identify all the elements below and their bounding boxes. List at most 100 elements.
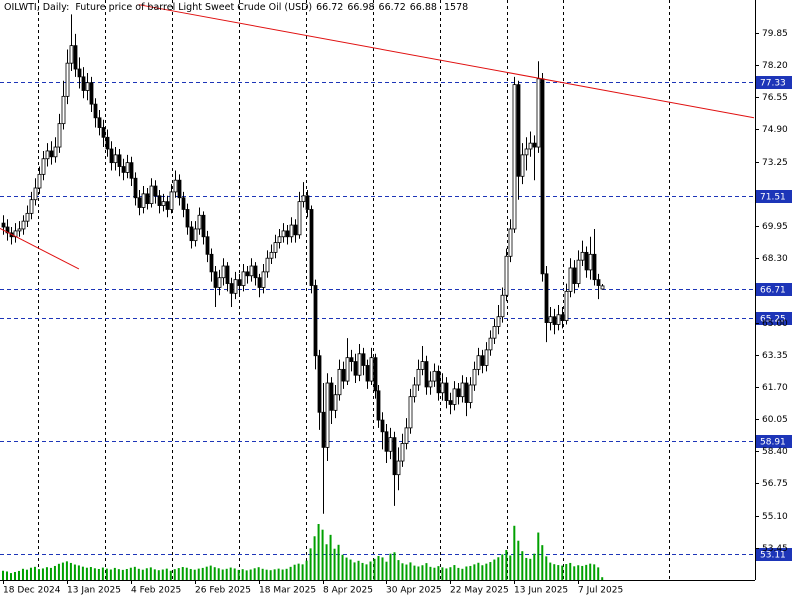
- candle-body: [257, 277, 262, 288]
- candle-body: [576, 259, 581, 284]
- volume-bar: [133, 566, 136, 580]
- candle-body: [564, 290, 569, 322]
- candle-body: [496, 316, 501, 327]
- volume-bar: [369, 561, 372, 580]
- candle-body: [289, 224, 294, 238]
- level-box: [756, 312, 792, 325]
- candle-body: [133, 177, 138, 199]
- volume-bar: [29, 567, 32, 580]
- candle-body: [452, 388, 457, 405]
- candle-body: [400, 443, 405, 462]
- level-label: 58.91: [760, 438, 786, 448]
- candle-body: [301, 195, 306, 203]
- candle-body: [181, 197, 186, 210]
- current-close: 66.88: [409, 2, 437, 13]
- candle-body: [205, 236, 210, 255]
- volume-bar: [581, 565, 584, 580]
- volume-bar: [353, 562, 356, 580]
- current-low: 66.72: [378, 2, 406, 13]
- candle-body: [297, 201, 302, 236]
- volume-bar: [241, 569, 244, 580]
- volume-bar: [541, 545, 544, 580]
- candle-body: [265, 257, 270, 273]
- candle-body: [516, 84, 521, 177]
- volume-bar: [525, 557, 528, 580]
- volume-bar: [321, 529, 324, 580]
- y-tick-label: 56.75: [762, 479, 788, 489]
- volume-bar: [257, 567, 260, 580]
- candle-body: [237, 279, 242, 286]
- volume-bar: [113, 567, 116, 580]
- x-tick-label: 22 May 2025: [450, 586, 509, 596]
- candle-body: [117, 154, 122, 167]
- volume-bar: [545, 556, 548, 580]
- volume-bar: [37, 569, 40, 580]
- volume-bar: [441, 567, 444, 580]
- volume-bar: [389, 553, 392, 580]
- volume-bar: [481, 565, 484, 580]
- volume-bar: [197, 568, 200, 580]
- volume-bar: [365, 564, 368, 580]
- volume-bar: [401, 563, 404, 580]
- candle-body: [492, 326, 497, 339]
- candle-body: [416, 368, 421, 386]
- candle-body: [77, 68, 82, 78]
- plot-area: [0, 4, 755, 580]
- volume-bar: [561, 565, 564, 580]
- volume-bar: [393, 552, 396, 580]
- candle-body: [412, 384, 417, 398]
- volume-bar: [225, 568, 228, 580]
- y-tick-label: 65.00: [762, 319, 788, 329]
- candle-body: [213, 271, 218, 288]
- candle-body: [484, 349, 489, 366]
- volume-bar: [277, 568, 280, 580]
- candle-body: [153, 185, 158, 197]
- current-volume: 1578: [443, 2, 469, 13]
- candle-body: [357, 353, 362, 376]
- volume-bar: [101, 567, 104, 580]
- volume-bar: [333, 548, 336, 580]
- candle-body: [432, 370, 437, 382]
- candle-body: [544, 273, 549, 323]
- candle-body: [41, 158, 46, 175]
- candle-body: [253, 265, 258, 279]
- volume-bar: [557, 565, 560, 580]
- volume-bar: [509, 555, 512, 580]
- candle-body: [145, 193, 150, 205]
- candle-body: [329, 382, 334, 411]
- volume-bar: [345, 557, 348, 580]
- candle-body: [85, 82, 90, 91]
- candle-body: [460, 382, 465, 398]
- volume-bar: [201, 567, 204, 580]
- candle-body: [61, 95, 66, 125]
- candle-body: [508, 228, 513, 257]
- volume-bar: [421, 565, 424, 580]
- candle-body: [281, 230, 286, 238]
- candle-body: [353, 361, 358, 376]
- volume-bar: [121, 569, 124, 580]
- candle-body: [345, 357, 350, 382]
- volume-bar: [105, 568, 108, 580]
- candle-body: [53, 146, 58, 158]
- candle-body: [596, 279, 601, 286]
- candle-body: [325, 382, 330, 448]
- candle-body: [380, 419, 385, 433]
- candle-body: [520, 154, 525, 177]
- volume-bar: [453, 565, 456, 580]
- volume-bar: [585, 564, 588, 580]
- candle-body: [404, 427, 409, 444]
- level-label: 53.11: [760, 551, 786, 561]
- volume-bar: [505, 549, 508, 580]
- volume-bar: [89, 567, 92, 580]
- volume-bar: [269, 570, 272, 580]
- candle-body: [444, 382, 449, 401]
- x-tick-label: 8 Apr 2025: [323, 586, 373, 596]
- candle-body: [512, 84, 517, 230]
- y-tick-label: 73.25: [762, 158, 788, 168]
- candle-body: [101, 127, 106, 138]
- candle-body: [277, 236, 282, 244]
- volume-bar: [161, 569, 164, 580]
- candle-body: [17, 228, 22, 232]
- candle-body: [113, 154, 118, 164]
- level-box: [756, 283, 792, 296]
